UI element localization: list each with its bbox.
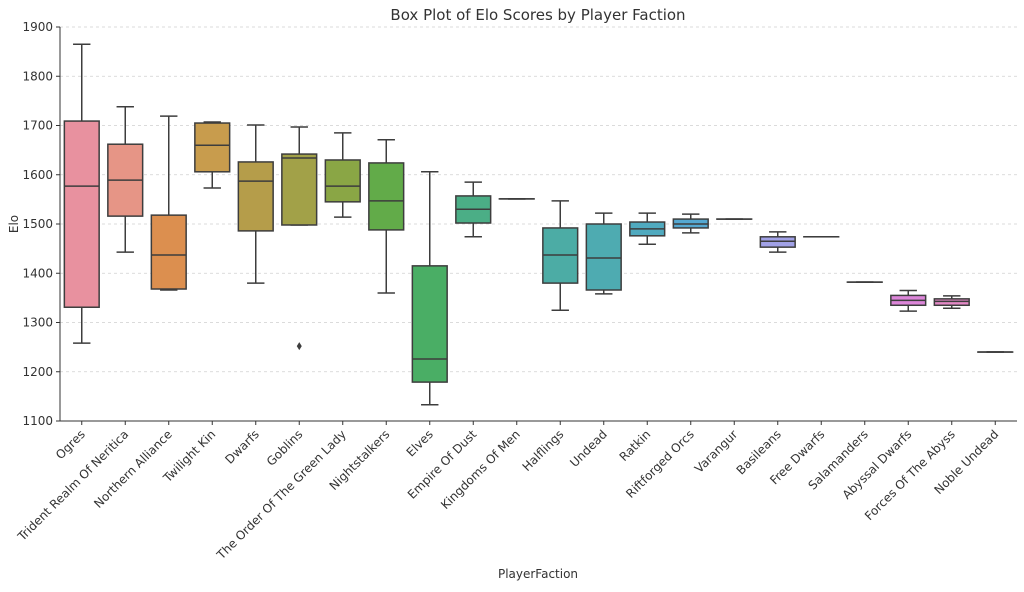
box bbox=[238, 162, 273, 231]
box-nightstalkers bbox=[369, 140, 404, 293]
box-ratkin bbox=[630, 213, 665, 244]
x-tick-label: Northern Alliance bbox=[91, 427, 175, 511]
y-tick-label: 1500 bbox=[22, 217, 53, 231]
box-empire-of-dust bbox=[456, 182, 491, 237]
x-tick-label: Ratkin bbox=[617, 427, 654, 464]
x-tick-label: Kingdoms Of Men bbox=[438, 427, 523, 512]
y-tick-label: 1600 bbox=[22, 168, 53, 182]
x-axis-label: PlayerFaction bbox=[498, 567, 578, 581]
box bbox=[151, 215, 186, 289]
box-trident-realm-of-neritica bbox=[108, 107, 143, 252]
box-the-order-of-the-green-lady bbox=[325, 133, 360, 217]
x-tick-label: Undead bbox=[567, 427, 610, 470]
y-tick-label: 1700 bbox=[22, 119, 53, 133]
box-abyssal-dwarfs bbox=[891, 290, 926, 311]
box-northern-alliance bbox=[151, 116, 186, 290]
box-dwarfs bbox=[238, 125, 273, 283]
box-forces-of-the-abyss bbox=[934, 296, 969, 308]
x-tick-label: Elves bbox=[404, 427, 436, 459]
y-tick-label: 1200 bbox=[22, 365, 53, 379]
box bbox=[64, 121, 99, 307]
box-halflings bbox=[543, 201, 578, 310]
box bbox=[586, 224, 621, 290]
y-axis-label: Elo bbox=[7, 215, 21, 233]
box bbox=[369, 163, 404, 230]
y-tick-label: 1900 bbox=[22, 20, 53, 34]
y-tick-label: 1400 bbox=[22, 266, 53, 280]
box bbox=[325, 160, 360, 202]
x-tick-label: Goblins bbox=[264, 427, 306, 469]
chart-title: Box Plot of Elo Scores by Player Faction bbox=[390, 6, 685, 24]
box-ogres bbox=[64, 44, 99, 343]
box-riftforged-orcs bbox=[673, 214, 708, 233]
outlier-point bbox=[297, 342, 302, 350]
box-undead bbox=[586, 213, 621, 294]
box bbox=[412, 266, 447, 382]
y-tick-label: 1300 bbox=[22, 316, 53, 330]
y-tick-label: 1100 bbox=[22, 414, 53, 428]
x-tick-label: Ogres bbox=[53, 427, 88, 462]
box-elves bbox=[412, 172, 447, 405]
y-tick-label: 1800 bbox=[22, 69, 53, 83]
box-goblins bbox=[282, 127, 317, 350]
box-basileans bbox=[760, 232, 795, 252]
box bbox=[195, 123, 230, 172]
x-tick-label: Halflings bbox=[520, 427, 567, 474]
box bbox=[282, 154, 317, 225]
box-twilight-kin bbox=[195, 122, 230, 188]
x-tick-label: Dwarfs bbox=[222, 427, 261, 466]
